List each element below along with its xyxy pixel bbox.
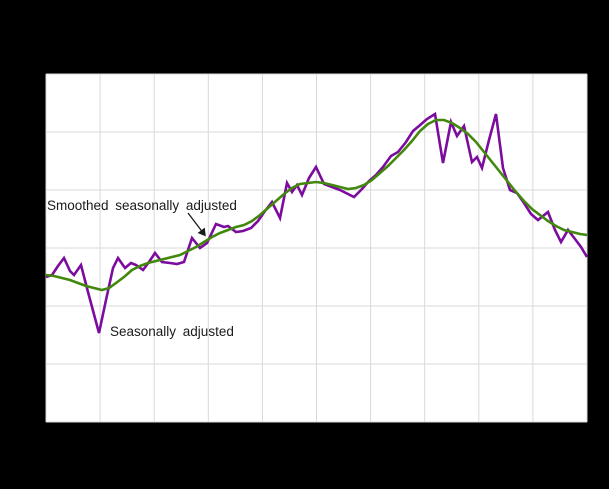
annotation-smoothed-seasonally-adjusted: Smoothed seasonally adjusted <box>47 198 237 213</box>
annotation-arrowhead-icon <box>197 227 206 237</box>
annotation-seasonally-adjusted: Seasonally adjusted <box>110 324 234 339</box>
series-line-smoothed <box>45 118 588 292</box>
series-line-seasonally-adjusted <box>45 111 589 334</box>
